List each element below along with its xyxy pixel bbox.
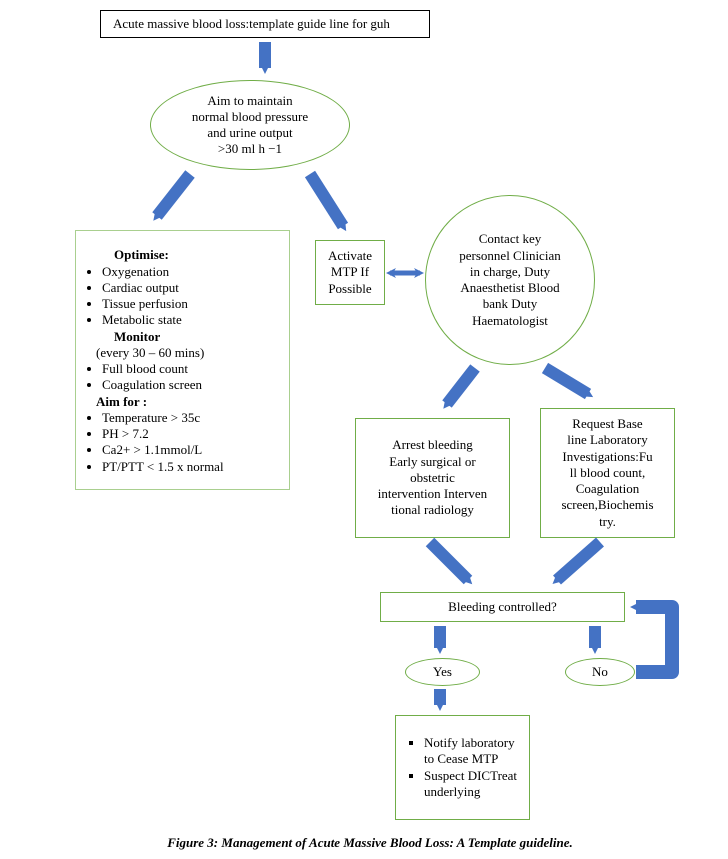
aim-item-2: Ca2+ > 1.1mmol/L	[102, 442, 224, 458]
rb-line-0: Request Base	[572, 416, 642, 432]
ab-line-3: intervention Interven	[378, 486, 487, 502]
ck-line-5: Haematologist	[472, 313, 548, 329]
ck-line-1: personnel Clinician	[459, 248, 560, 264]
rb-line-5: screen,Biochemis	[561, 497, 653, 513]
node-activate-mtp: Activate MTP If Possible	[315, 240, 385, 305]
rb-line-2: Investigations:Fu	[562, 449, 652, 465]
yes-text: Yes	[433, 664, 452, 680]
node-arrest-bleeding: Arrest bleeding Early surgical or obstet…	[355, 418, 510, 538]
node-request-baseline: Request Base line Laboratory Investigati…	[540, 408, 675, 538]
ck-line-2: in charge, Duty	[470, 264, 550, 280]
caption-text: Figure 3: Management of Acute Massive Bl…	[167, 835, 573, 850]
monitor-list: Full blood count Coagulation screen	[84, 361, 202, 394]
bc-text: Bleeding controlled?	[448, 599, 557, 615]
mtp-line-1: MTP If	[331, 264, 369, 280]
rb-line-3: ll blood count,	[570, 465, 645, 481]
aim-line-0: Aim to maintain	[207, 93, 292, 109]
node-title: Acute massive blood loss:template guide …	[100, 10, 430, 38]
ck-line-3: Anaesthetist Blood	[460, 280, 559, 296]
aim-line-3: >30 ml h −1	[218, 141, 282, 157]
opt-item-3: Metabolic state	[102, 312, 188, 328]
mon-item-0: Full blood count	[102, 361, 202, 377]
aim-line-1: normal blood pressure	[192, 109, 308, 125]
figure-caption: Figure 3: Management of Acute Massive Bl…	[120, 835, 620, 851]
aim-item-1: PH > 7.2	[102, 426, 224, 442]
title-text: Acute massive blood loss:template guide …	[113, 16, 390, 32]
ab-line-4: tional radiology	[391, 502, 474, 518]
rb-line-6: try.	[599, 514, 616, 530]
ab-line-2: obstetric	[410, 470, 455, 486]
node-aim-maintain: Aim to maintain normal blood pressure an…	[150, 80, 350, 170]
opt-item-1: Cardiac output	[102, 280, 188, 296]
monitor-heading: Monitor	[84, 329, 160, 345]
node-notify: Notify laboratory to Cease MTP Suspect D…	[395, 715, 530, 820]
rb-line-1: line Laboratory	[567, 432, 648, 448]
mtp-line-2: Possible	[328, 281, 371, 297]
mon-item-1: Coagulation screen	[102, 377, 202, 393]
notify-item-0: Notify laboratory to Cease MTP	[424, 735, 523, 768]
opt-item-0: Oxygenation	[102, 264, 188, 280]
node-contact-key: Contact key personnel Clinician in charg…	[425, 195, 595, 365]
aim-line-2: and urine output	[207, 125, 292, 141]
optimise-heading: Optimise:	[84, 247, 169, 263]
node-no: No	[565, 658, 635, 686]
ck-line-0: Contact key	[479, 231, 541, 247]
monitor-sub: (every 30 – 60 mins)	[84, 345, 204, 361]
aim-item-0: Temperature > 35c	[102, 410, 224, 426]
notify-item-1: Suspect DICTreat underlying	[424, 768, 523, 801]
optimise-list: Oxygenation Cardiac output Tissue perfus…	[84, 264, 188, 329]
node-optimise: Optimise: Oxygenation Cardiac output Tis…	[75, 230, 290, 490]
ab-line-0: Arrest bleeding	[392, 437, 473, 453]
rb-line-4: Coagulation	[576, 481, 640, 497]
node-yes: Yes	[405, 658, 480, 686]
notify-list: Notify laboratory to Cease MTP Suspect D…	[402, 735, 523, 800]
aimfor-heading: Aim for :	[84, 394, 147, 410]
ab-line-1: Early surgical or	[389, 454, 475, 470]
no-text: No	[592, 664, 608, 680]
mtp-line-0: Activate	[328, 248, 372, 264]
opt-item-2: Tissue perfusion	[102, 296, 188, 312]
node-bleeding-controlled: Bleeding controlled?	[380, 592, 625, 622]
ck-line-4: bank Duty	[483, 296, 538, 312]
aimfor-list: Temperature > 35c PH > 7.2 Ca2+ > 1.1mmo…	[84, 410, 224, 475]
aim-item-3: PT/PTT < 1.5 x normal	[102, 459, 224, 475]
